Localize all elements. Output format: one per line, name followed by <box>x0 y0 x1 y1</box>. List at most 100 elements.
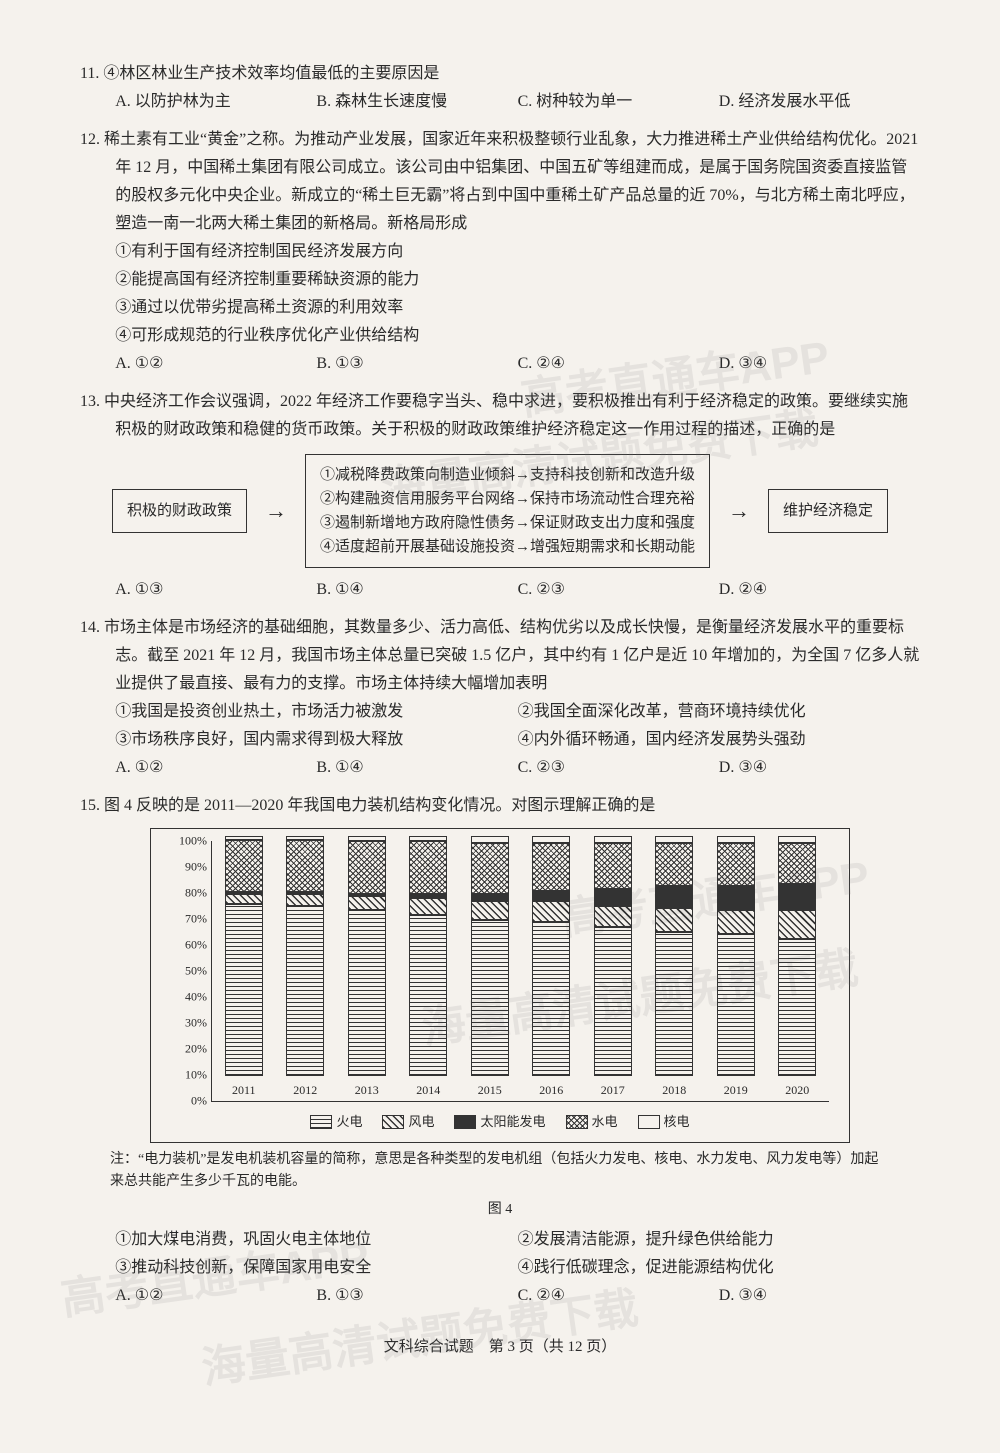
q13-mid-1: ①减税降费政策向制造业倾斜→支持科技创新和改造升级 <box>320 463 695 487</box>
q15-opt-a: A. ①② <box>115 1282 316 1310</box>
bar-segment-fire <box>409 915 447 1076</box>
q14-opt-c: C. ②③ <box>518 754 719 782</box>
y-tick-label: 40% <box>185 987 207 1008</box>
q12-line-1: ①有利于国有经济控制国民经济发展方向 <box>80 238 920 266</box>
q13-diagram: 积极的财政政策 → ①减税降费政策向制造业倾斜→支持科技创新和改造升级 ②构建融… <box>80 454 920 568</box>
bar-segment-hydro <box>594 843 632 889</box>
page-footer: 文科综合试题 第 3 页（共 12 页） <box>80 1334 920 1360</box>
y-tick-label: 90% <box>185 857 207 878</box>
bar-segment-nuclear <box>655 836 693 843</box>
bar-segment-wind <box>778 910 816 939</box>
bar-segment-nuclear <box>471 836 509 843</box>
x-tick-label: 2015 <box>478 1080 502 1101</box>
bar-segment-wind <box>286 894 324 906</box>
question-12: 12. 稀土素有工业“黄金”之称。为推动产业发展，国家近年来积极整顿行业乱象，大… <box>80 126 920 378</box>
bar-column: 2013 <box>345 836 389 1101</box>
legend-swatch <box>638 1115 660 1129</box>
x-tick-label: 2016 <box>539 1080 563 1101</box>
y-tick-label: 20% <box>185 1039 207 1060</box>
q11-options: A. 以防护林为主 B. 森林生长速度慢 C. 树种较为单一 D. 经济发展水平… <box>80 88 920 116</box>
q12-line-3: ③通过以优带劣提高稀土资源的利用效率 <box>80 294 920 322</box>
bar-segment-fire <box>225 904 263 1076</box>
legend-item: 核电 <box>638 1111 690 1134</box>
bar-segment-fire <box>778 939 816 1076</box>
y-tick-label: 100% <box>179 831 207 852</box>
q13-mid-2: ②构建融资信用服务平台网络→保持市场流动性合理充裕 <box>320 487 695 511</box>
q11-opt-c: C. 树种较为单一 <box>518 88 719 116</box>
q15-line-4: ④践行低碳理念，促进能源结构优化 <box>518 1254 920 1282</box>
chart-area: 100%90%80%70%60%50%40%30%20%10%0% 201120… <box>211 841 829 1101</box>
question-13: 13. 中央经济工作会议强调，2022 年经济工作要稳字当头、稳中求进，要积极推… <box>80 388 920 604</box>
q12-line-2: ②能提高国有经济控制重要稀缺资源的能力 <box>80 266 920 294</box>
q15-line-1: ①加大煤电消费，巩固火电主体地位 <box>115 1226 517 1254</box>
x-tick-label: 2012 <box>293 1080 317 1101</box>
legend-label: 风电 <box>408 1111 434 1134</box>
bar-segment-hydro <box>655 843 693 886</box>
legend-item: 风电 <box>382 1111 434 1134</box>
q15-opt-c: C. ②④ <box>518 1282 719 1310</box>
q15-stem: 15. 图 4 反映的是 2011—2020 年我国电力装机结构变化情况。对图示… <box>80 792 920 820</box>
q11-stem: 11. ④林区林业生产技术效率均值最低的主要原因是 <box>80 60 920 88</box>
q12-options: A. ①② B. ①③ C. ②④ D. ③④ <box>80 350 920 378</box>
bar-segment-hydro <box>286 840 324 893</box>
figure-label: 图 4 <box>80 1198 920 1223</box>
q14-line-3: ③市场秩序良好，国内需求得到极大释放 <box>115 726 517 754</box>
legend-item: 水电 <box>566 1111 618 1134</box>
bar-segment-hydro <box>471 843 509 893</box>
q15-note: 注：“电力装机”是发电机装机容量的简称，意思是各种类型的发电机组（包括火力发电、… <box>80 1149 920 1194</box>
bar-segment-nuclear <box>532 836 570 843</box>
bar-column: 2011 <box>222 836 266 1101</box>
legend-label: 水电 <box>592 1111 618 1134</box>
bar-segment-hydro <box>778 843 816 884</box>
q13-options: A. ①③ B. ①④ C. ②③ D. ②④ <box>80 576 920 604</box>
legend-swatch <box>310 1115 332 1129</box>
q13-right-box: 维护经济稳定 <box>768 489 888 533</box>
bar-segment-wind <box>471 901 509 920</box>
q12-opt-c: C. ②④ <box>518 350 719 378</box>
bar-segment-fire <box>532 922 570 1076</box>
bar-segment-hydro <box>348 841 386 894</box>
x-tick-label: 2013 <box>355 1080 379 1101</box>
bar-segment-fire <box>655 932 693 1076</box>
bar-segment-solar <box>594 889 632 906</box>
x-tick-label: 2020 <box>785 1080 809 1101</box>
q13-mid-box: ①减税降费政策向制造业倾斜→支持科技创新和改造升级 ②构建融资信用服务平台网络→… <box>305 454 710 568</box>
q14-statements: ①我国是投资创业热土，市场活力被激发 ②我国全面深化改革，营商环境持续优化 ③市… <box>80 698 920 754</box>
bar-column: 2014 <box>407 836 451 1101</box>
q14-stem: 14. 市场主体是市场经济的基础细胞，其数量多少、活力高低、结构优劣以及成长快慢… <box>80 614 920 698</box>
x-tick-label: 2014 <box>416 1080 440 1101</box>
q14-opt-a: A. ①② <box>115 754 316 782</box>
question-14: 14. 市场主体是市场经济的基础细胞，其数量多少、活力高低、结构优劣以及成长快慢… <box>80 614 920 782</box>
bar-column: 2016 <box>530 836 574 1101</box>
bar-segment-wind <box>532 901 570 923</box>
q12-opt-a: A. ①② <box>115 350 316 378</box>
x-tick-label: 2017 <box>601 1080 625 1101</box>
q14-line-1: ①我国是投资创业热土，市场活力被激发 <box>115 698 517 726</box>
q11-opt-b: B. 森林生长速度慢 <box>316 88 517 116</box>
legend-item: 太阳能发电 <box>454 1111 545 1134</box>
q13-opt-a: A. ①③ <box>115 576 316 604</box>
q14-opt-b: B. ①④ <box>316 754 517 782</box>
bar-segment-fire <box>348 910 386 1076</box>
x-tick-label: 2018 <box>662 1080 686 1101</box>
q11-opt-d: D. 经济发展水平低 <box>719 88 920 116</box>
bar-segment-fire <box>471 920 509 1076</box>
q14-options: A. ①② B. ①④ C. ②③ D. ③④ <box>80 754 920 782</box>
bar-segment-fire <box>286 906 324 1076</box>
bar-segment-wind <box>225 894 263 904</box>
q15-opt-d: D. ③④ <box>719 1282 920 1310</box>
y-tick-label: 70% <box>185 909 207 930</box>
bar-segment-wind <box>594 906 632 928</box>
q15-statements: ①加大煤电消费，巩固火电主体地位 ②发展清洁能源，提升绿色供给能力 ③推动科技创… <box>80 1226 920 1282</box>
y-tick-label: 60% <box>185 935 207 956</box>
bar-segment-nuclear <box>594 836 632 843</box>
q14-line-2: ②我国全面深化改革，营商环境持续优化 <box>518 698 920 726</box>
arrow-right-icon: → <box>728 492 750 531</box>
legend-swatch <box>454 1115 476 1129</box>
legend-label: 核电 <box>664 1111 690 1134</box>
q13-mid-4: ④适度超前开展基础设施投资→增强短期需求和长期动能 <box>320 535 695 559</box>
exam-page: 高考直通车APP海量高清试题免费下载高考直通车APP海量高清试题免费下载高考直通… <box>0 0 1000 1453</box>
q11-opt-a: A. 以防护林为主 <box>115 88 316 116</box>
bar-column: 2018 <box>653 836 697 1101</box>
bar-segment-hydro <box>225 840 263 893</box>
